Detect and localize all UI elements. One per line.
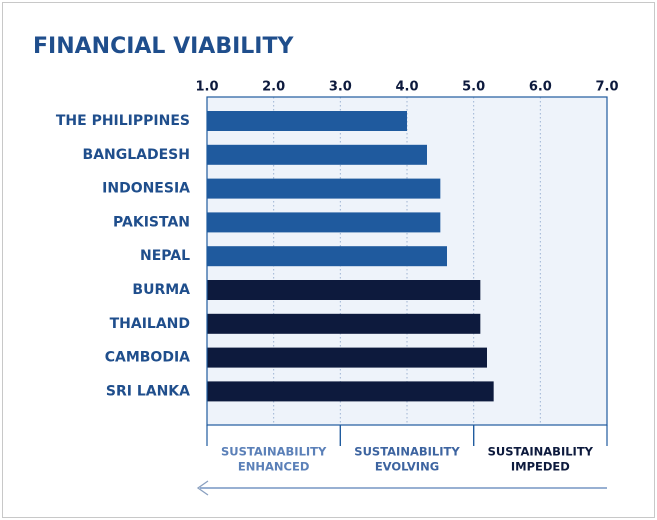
zone-label: EVOLVING	[375, 460, 439, 474]
x-tick-label: 5.0	[462, 80, 485, 95]
arrow-head	[196, 480, 209, 496]
bar	[207, 246, 447, 267]
zone-label: SUSTAINABILITY	[488, 445, 594, 459]
category-label: PAKISTAN	[113, 214, 190, 230]
x-tick-label: 2.0	[262, 80, 285, 95]
x-tick-label: 7.0	[595, 80, 618, 95]
zone-label: IMPEDED	[511, 460, 570, 474]
zone-label: SUSTAINABILITY	[354, 445, 460, 459]
x-tick-label: 3.0	[329, 80, 352, 95]
plot-border	[206, 96, 608, 426]
category-label: THAILAND	[110, 316, 190, 332]
zone-label: SUSTAINABILITY	[221, 445, 327, 459]
bar	[207, 212, 441, 233]
bar	[207, 178, 441, 199]
bars	[207, 111, 494, 402]
chart-title: FINANCIAL VIABILITY	[33, 34, 295, 59]
category-label: BANGLADESH	[83, 147, 190, 163]
bar	[207, 381, 494, 402]
zone-label: ENHANCED	[238, 460, 309, 474]
x-tick-label: 1.0	[195, 80, 218, 95]
x-tick-label: 6.0	[529, 80, 552, 95]
category-label: SRI LANKA	[106, 383, 190, 399]
bar	[207, 144, 427, 165]
category-label: BURMA	[132, 282, 190, 298]
bar	[207, 347, 487, 368]
category-label: THE PHILIPPINES	[56, 113, 190, 129]
x-tick-label: 4.0	[395, 80, 418, 95]
category-label: CAMBODIA	[105, 350, 190, 366]
bar	[207, 313, 481, 334]
category-label: NEPAL	[140, 248, 190, 264]
bar	[207, 111, 407, 131]
category-label: INDONESIA	[102, 181, 190, 197]
bar	[207, 280, 481, 300]
